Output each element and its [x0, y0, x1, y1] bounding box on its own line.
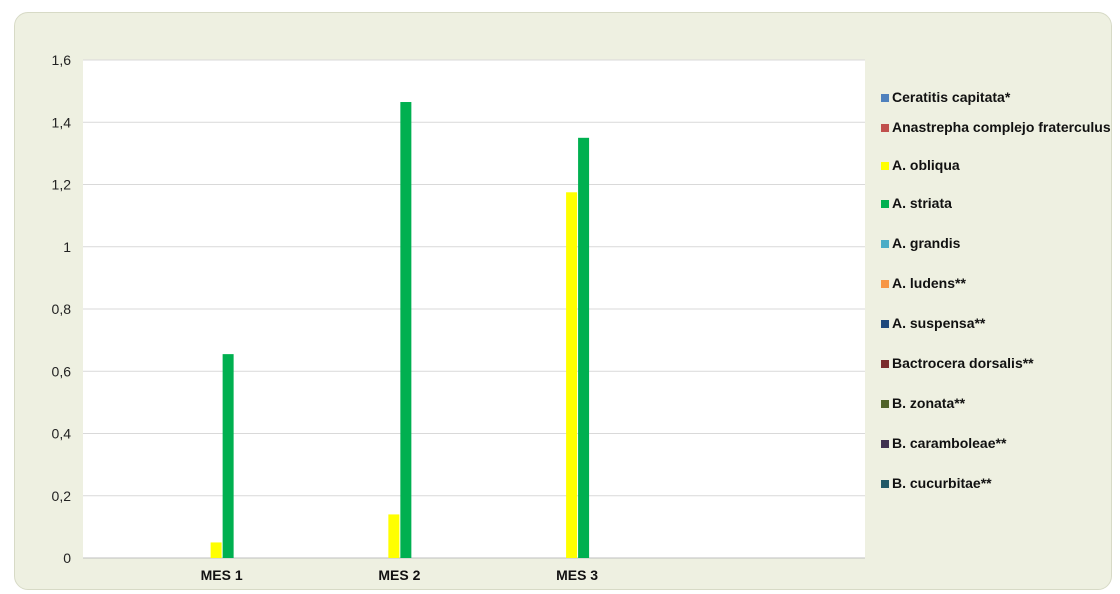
y-tick-label: 1,6 [52, 52, 72, 68]
legend-label: A. grandis [892, 235, 961, 251]
bar-chart: 0 0,2 0,4 0,6 0,8 1 1,2 1,4 1,6 MES 1 MES 2 MES 3 [52, 52, 865, 583]
legend-label: B. zonata** [892, 395, 966, 411]
legend-item: B. zonata** [881, 396, 965, 411]
legend-item: B. caramboleae** [881, 436, 1006, 451]
legend-item: A. grandis [881, 236, 960, 251]
legend-label: Ceratitis capitata* [892, 89, 1011, 105]
legend-swatch [881, 280, 889, 288]
legend-item: A. suspensa** [881, 316, 985, 331]
y-tick-label: 0 [63, 550, 71, 566]
legend-swatch [881, 440, 889, 448]
legend-item: Bactrocera dorsalis** [881, 356, 1034, 371]
y-tick-label: 1,4 [52, 114, 72, 130]
y-tick-label: 0,6 [52, 363, 72, 379]
x-axis-tick-labels: MES 1 MES 2 MES 3 [201, 567, 599, 583]
bar [578, 137, 590, 558]
legend-item: Ceratitis capitata* [881, 90, 1010, 105]
legend-label: B. caramboleae** [892, 435, 1007, 451]
y-tick-label: 1 [63, 239, 71, 255]
legend-label: A. suspensa** [892, 315, 986, 331]
legend-label: Anastrepha complejo fraterculus [892, 119, 1111, 135]
chart-frame: 0 0,2 0,4 0,6 0,8 1 1,2 1,4 1,6 MES 1 MES 2 MES 3 … [14, 12, 1112, 590]
legend-item: A. ludens** [881, 276, 966, 291]
legend-swatch [881, 200, 889, 208]
legend-item: A. striata [881, 196, 952, 211]
bar [388, 514, 400, 558]
x-tick-label: MES 1 [201, 567, 243, 583]
bar [222, 354, 234, 558]
legend-swatch [881, 162, 889, 170]
legend-swatch [881, 94, 889, 102]
x-tick-label: MES 3 [556, 567, 598, 583]
legend-swatch [881, 400, 889, 408]
legend-swatch [881, 320, 889, 328]
legend-label: A. ludens** [892, 275, 966, 291]
legend-label: A. obliqua [892, 157, 960, 173]
bar [400, 102, 412, 559]
bar [210, 542, 222, 558]
y-tick-label: 0,8 [52, 301, 72, 317]
y-tick-label: 0,4 [52, 426, 72, 442]
legend-swatch [881, 240, 889, 248]
bars [210, 102, 590, 559]
legend-item: A. obliqua [881, 158, 960, 173]
y-axis-tick-labels: 0 0,2 0,4 0,6 0,8 1 1,2 1,4 1,6 [52, 52, 72, 566]
legend-item: Anastrepha complejo fraterculus [881, 120, 1111, 135]
legend-label: B. cucurbitae** [892, 475, 992, 491]
legend-label: Bactrocera dorsalis** [892, 355, 1034, 371]
y-tick-label: 0,2 [52, 488, 72, 504]
x-tick-label: MES 2 [378, 567, 420, 583]
legend-swatch [881, 124, 889, 132]
bar [566, 192, 578, 558]
y-tick-label: 1,2 [52, 177, 72, 193]
legend-swatch [881, 360, 889, 368]
legend-item: B. cucurbitae** [881, 476, 992, 491]
legend-swatch [881, 480, 889, 488]
legend-label: A. striata [892, 195, 952, 211]
